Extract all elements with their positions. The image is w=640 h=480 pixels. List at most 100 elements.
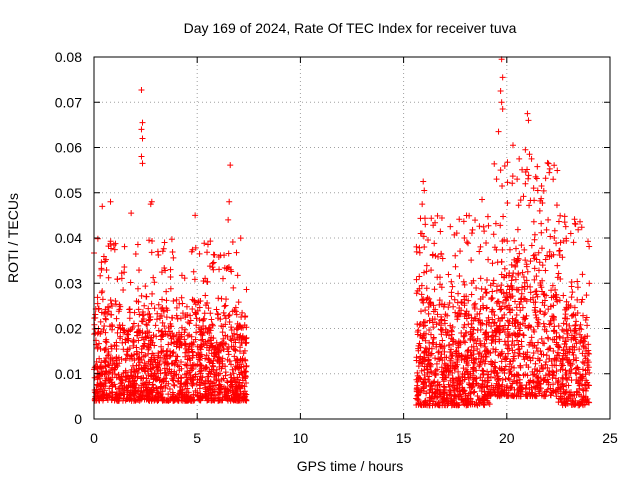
data-point (91, 374, 98, 381)
data-point (543, 358, 550, 365)
data-point (133, 344, 140, 351)
data-point (158, 305, 165, 312)
data-point (499, 388, 506, 395)
data-point (497, 222, 504, 229)
data-point (243, 379, 250, 386)
data-point (131, 351, 138, 358)
data-point (144, 343, 151, 350)
data-point (470, 364, 477, 371)
data-point (516, 155, 523, 162)
data-point (205, 395, 212, 402)
data-point (431, 286, 438, 293)
data-point (149, 382, 156, 389)
data-point (139, 119, 146, 126)
data-point (439, 374, 446, 381)
data-point (525, 364, 532, 371)
data-point (229, 396, 236, 403)
data-point (100, 253, 107, 260)
data-point (570, 311, 577, 318)
data-point (504, 283, 511, 290)
data-point (102, 316, 109, 323)
data-point (556, 297, 563, 304)
data-point (509, 338, 516, 345)
data-point (94, 364, 101, 371)
data-point (447, 223, 454, 230)
data-point (507, 294, 514, 301)
data-point (475, 396, 482, 403)
data-point (481, 340, 488, 347)
data-point (133, 298, 140, 305)
data-point (529, 355, 536, 362)
data-point (461, 401, 468, 408)
data-point (483, 304, 490, 311)
data-point (559, 254, 566, 261)
data-point (226, 312, 233, 319)
data-point (572, 321, 579, 328)
data-point (136, 267, 143, 274)
data-point (552, 286, 559, 293)
data-point (489, 288, 496, 295)
data-point (213, 375, 220, 382)
data-point (538, 362, 545, 369)
data-point (143, 375, 150, 382)
data-point (91, 389, 98, 396)
data-point (481, 378, 488, 385)
data-point (186, 331, 193, 338)
data-point (551, 235, 558, 242)
data-point (201, 310, 208, 317)
data-point (126, 375, 133, 382)
data-point (102, 359, 109, 366)
data-point (420, 319, 427, 326)
data-point (498, 258, 505, 265)
data-point (143, 362, 150, 369)
data-point (148, 300, 155, 307)
data-point (498, 99, 505, 106)
data-point (497, 306, 504, 313)
data-point (121, 269, 128, 276)
data-point (417, 230, 424, 237)
data-point (440, 383, 447, 390)
data-point (159, 296, 166, 303)
data-point (235, 299, 242, 306)
data-point (505, 350, 512, 357)
data-point (547, 317, 554, 324)
data-point (533, 288, 540, 295)
data-point (484, 368, 491, 375)
data-point (135, 362, 142, 369)
data-point (149, 361, 156, 368)
data-point (209, 260, 216, 267)
data-point (182, 361, 189, 368)
data-point (469, 330, 476, 337)
data-point (560, 320, 567, 327)
data-point (542, 267, 549, 274)
data-point (476, 363, 483, 370)
data-point (145, 396, 152, 403)
data-point (421, 401, 428, 408)
data-point (424, 352, 431, 359)
data-point (583, 292, 590, 299)
data-point (487, 374, 494, 381)
data-point (426, 317, 433, 324)
data-point (484, 348, 491, 355)
data-point (484, 382, 491, 389)
data-point (149, 238, 156, 245)
data-point (205, 305, 212, 312)
data-point (582, 367, 589, 374)
data-point (491, 312, 498, 319)
data-point (92, 330, 99, 337)
data-point (202, 302, 209, 309)
y-tick-label: 0.07 (55, 94, 82, 110)
data-point (496, 338, 503, 345)
data-point (160, 308, 167, 315)
data-point (438, 214, 445, 221)
data-point (96, 375, 103, 382)
data-point (544, 159, 551, 166)
data-point (138, 87, 145, 94)
y-tick-label: 0.01 (55, 366, 82, 382)
data-point (99, 288, 106, 295)
data-point (533, 314, 540, 321)
data-point (432, 355, 439, 362)
data-point (479, 320, 486, 327)
data-point (486, 401, 493, 408)
data-point (544, 252, 551, 259)
